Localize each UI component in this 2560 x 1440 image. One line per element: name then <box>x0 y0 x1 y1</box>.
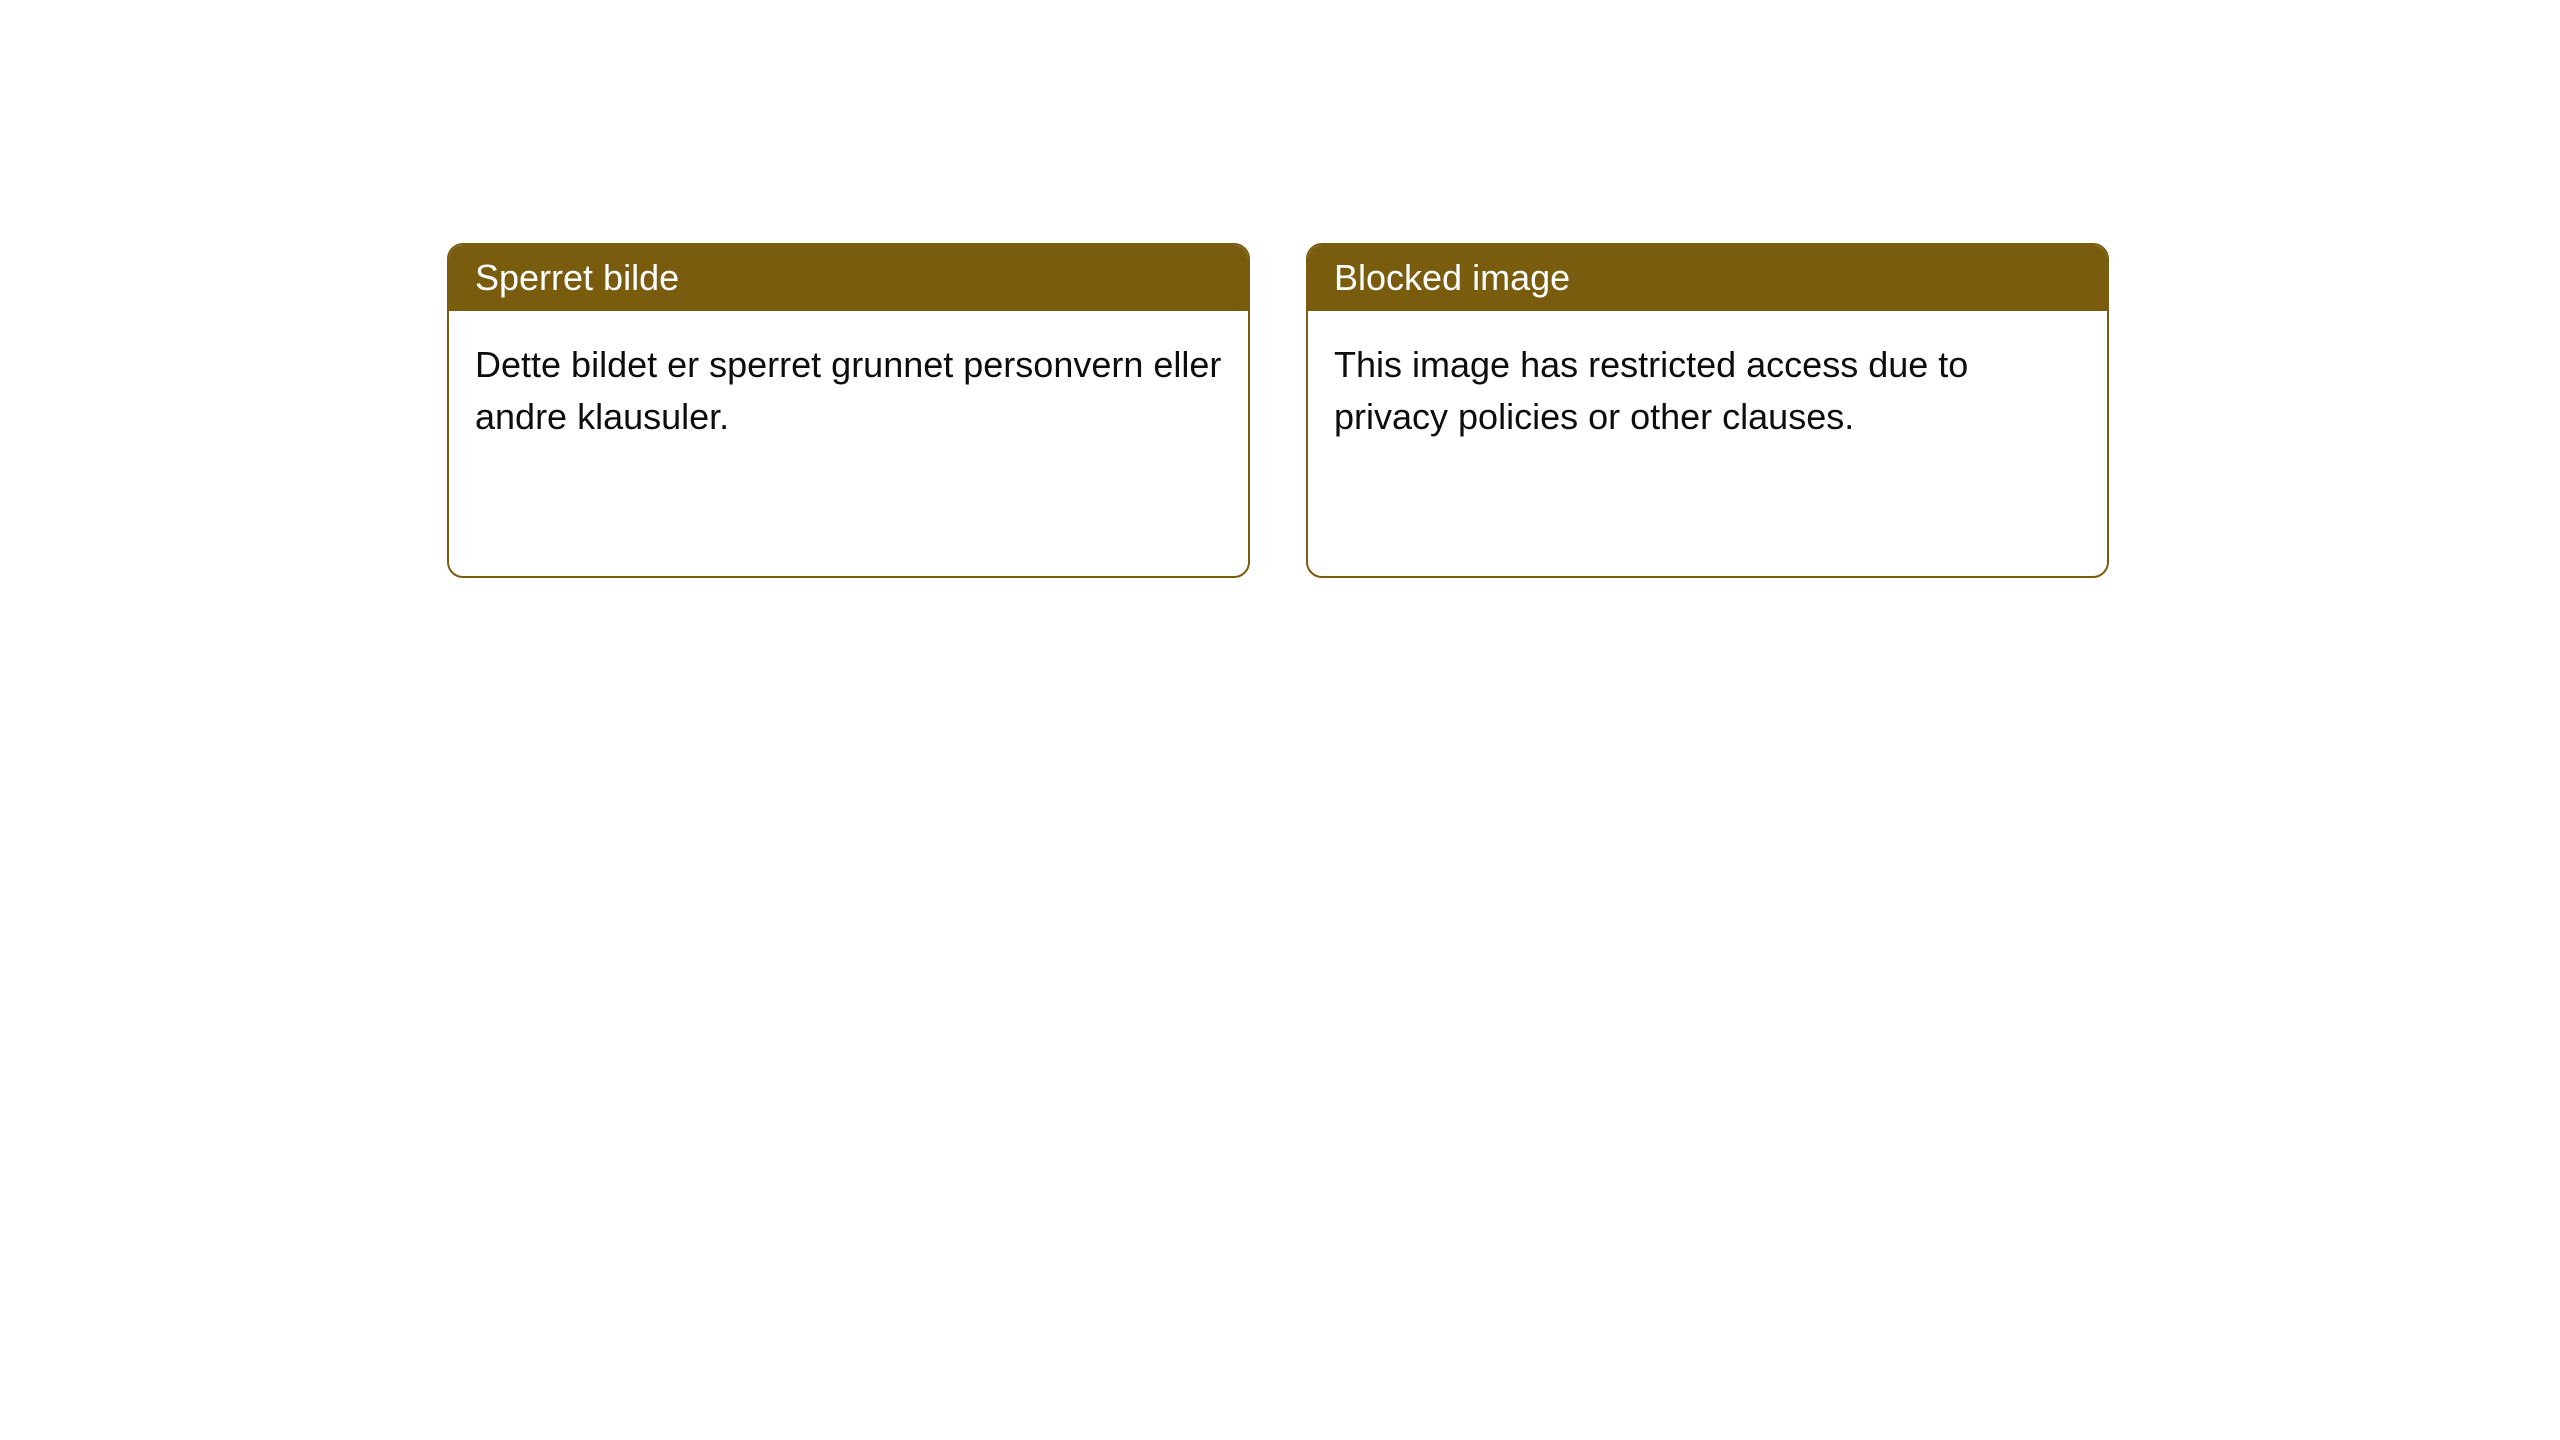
card-body-en: This image has restricted access due to … <box>1308 311 2107 471</box>
blocked-image-cards: Sperret bilde Dette bildet er sperret gr… <box>447 243 2109 578</box>
card-text-no: Dette bildet er sperret grunnet personve… <box>475 344 1221 437</box>
card-header-no: Sperret bilde <box>449 245 1248 311</box>
card-title-no: Sperret bilde <box>475 257 679 298</box>
blocked-image-card-en: Blocked image This image has restricted … <box>1306 243 2109 578</box>
card-body-no: Dette bildet er sperret grunnet personve… <box>449 311 1248 471</box>
blocked-image-card-no: Sperret bilde Dette bildet er sperret gr… <box>447 243 1250 578</box>
card-header-en: Blocked image <box>1308 245 2107 311</box>
card-text-en: This image has restricted access due to … <box>1334 344 1968 437</box>
card-title-en: Blocked image <box>1334 257 1570 298</box>
